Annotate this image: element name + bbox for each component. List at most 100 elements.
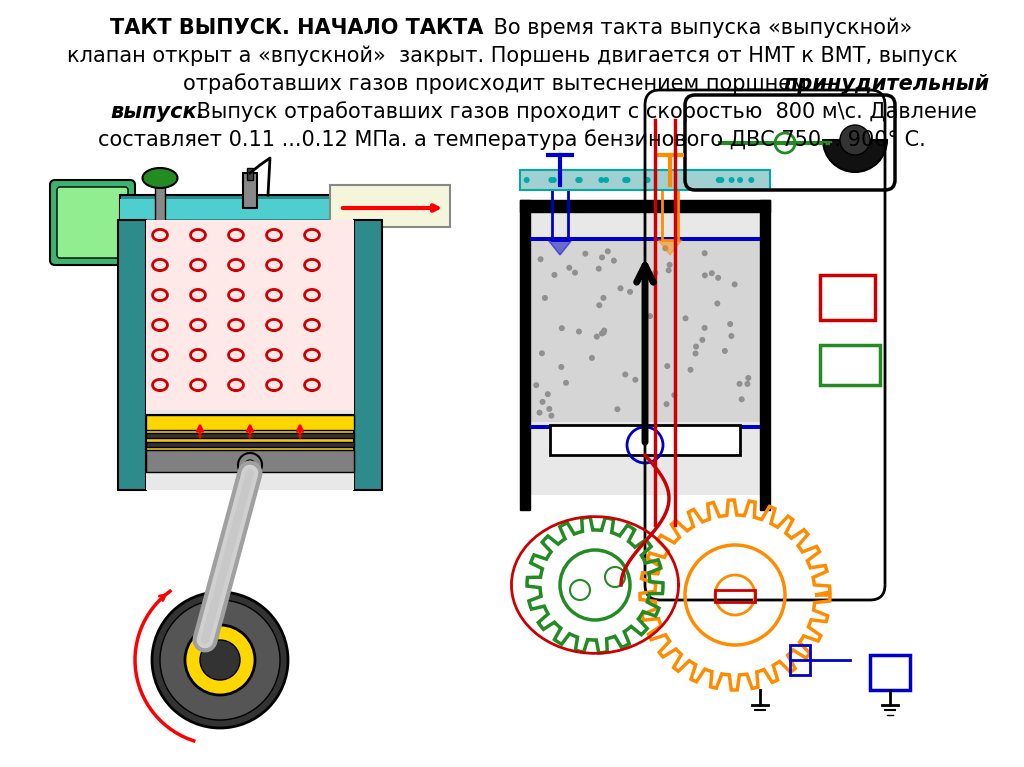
Bar [820, 345, 880, 385]
Bar [354, 220, 382, 490]
Bar [330, 185, 450, 227]
Circle shape [545, 391, 551, 397]
Circle shape [687, 367, 693, 373]
Circle shape [664, 401, 670, 407]
Circle shape [566, 265, 572, 271]
Circle shape [523, 177, 529, 183]
Circle shape [600, 295, 606, 301]
Circle shape [559, 325, 565, 331]
Ellipse shape [142, 168, 177, 188]
Bar [530, 237, 760, 241]
Circle shape [538, 256, 544, 262]
Circle shape [666, 268, 672, 273]
Circle shape [601, 330, 606, 336]
Bar [247, 168, 253, 180]
Circle shape [185, 625, 255, 695]
Circle shape [623, 371, 629, 377]
Wedge shape [823, 140, 887, 172]
Circle shape [667, 262, 673, 268]
Bar [118, 220, 146, 490]
Bar [530, 425, 760, 429]
Bar [715, 590, 755, 602]
Circle shape [840, 125, 870, 155]
Circle shape [718, 177, 724, 183]
Circle shape [572, 270, 578, 275]
Circle shape [603, 177, 609, 183]
Circle shape [693, 344, 699, 350]
Bar [520, 200, 770, 212]
Circle shape [583, 251, 589, 257]
Circle shape [701, 272, 708, 278]
Bar [146, 442, 354, 447]
Circle shape [727, 321, 733, 327]
Circle shape [563, 380, 569, 386]
Circle shape [663, 245, 669, 252]
FancyBboxPatch shape [50, 180, 135, 265]
Circle shape [737, 177, 743, 183]
Text: составляет 0.11 ...0.12 МПа. а температура бензинового ДВС 750... 900° С.: составляет 0.11 ...0.12 МПа. а температу… [98, 130, 926, 150]
Text: принудительный: принудительный [783, 74, 989, 94]
Circle shape [539, 351, 545, 357]
Circle shape [552, 272, 557, 278]
Circle shape [672, 392, 677, 398]
Circle shape [692, 351, 698, 357]
Circle shape [542, 295, 548, 301]
Circle shape [633, 377, 638, 383]
Circle shape [614, 407, 621, 412]
Circle shape [665, 363, 671, 369]
Circle shape [605, 249, 610, 255]
Bar [243, 173, 257, 208]
Text: Выпуск отработавших газов проходит с скоростью  800 м\с. Давление: Выпуск отработавших газов проходит с ско… [190, 101, 977, 123]
Circle shape [599, 255, 605, 260]
Bar [760, 200, 770, 510]
Circle shape [197, 629, 213, 645]
Circle shape [611, 258, 616, 264]
Circle shape [534, 382, 540, 388]
Circle shape [589, 355, 595, 361]
Circle shape [644, 177, 650, 183]
Circle shape [601, 328, 607, 334]
Circle shape [738, 397, 744, 402]
Circle shape [627, 289, 633, 295]
Bar [552, 185, 568, 240]
Bar [820, 275, 874, 320]
Circle shape [540, 399, 546, 405]
Circle shape [598, 177, 604, 183]
Circle shape [715, 301, 720, 307]
Circle shape [745, 375, 752, 381]
Circle shape [623, 177, 628, 183]
Circle shape [245, 460, 255, 470]
Circle shape [160, 600, 280, 720]
Bar [120, 195, 380, 223]
Circle shape [200, 640, 240, 680]
Bar [870, 655, 910, 690]
Bar [146, 220, 354, 490]
Bar [155, 180, 165, 225]
Circle shape [722, 348, 728, 354]
Circle shape [547, 406, 552, 412]
Circle shape [558, 364, 564, 370]
Circle shape [617, 285, 624, 291]
Circle shape [647, 313, 653, 319]
Bar [146, 415, 354, 430]
Bar [146, 450, 354, 472]
Circle shape [594, 334, 600, 340]
Text: клапан открыт а «впускной»  закрыт. Поршень двигается от НМТ к ВМТ, выпуск: клапан открыт а «впускной» закрыт. Порше… [67, 46, 957, 66]
Text: Во время такта выпуска «выпускной»: Во время такта выпуска «выпускной» [487, 18, 912, 38]
Bar [520, 170, 770, 190]
Circle shape [728, 333, 734, 339]
Circle shape [716, 177, 722, 183]
Circle shape [575, 328, 582, 334]
Text: выпуск.: выпуск. [110, 102, 205, 122]
Circle shape [549, 413, 554, 419]
Polygon shape [658, 240, 682, 255]
Circle shape [551, 177, 557, 183]
Bar [520, 200, 530, 510]
Circle shape [549, 177, 554, 183]
Circle shape [596, 302, 602, 308]
Circle shape [599, 331, 605, 337]
Text: ТАКТ ВЫПУСК. НАЧАЛО ТАКТА: ТАКТ ВЫПУСК. НАЧАЛО ТАКТА [110, 18, 483, 38]
Polygon shape [548, 240, 572, 255]
Circle shape [732, 281, 737, 288]
Bar [146, 433, 354, 438]
